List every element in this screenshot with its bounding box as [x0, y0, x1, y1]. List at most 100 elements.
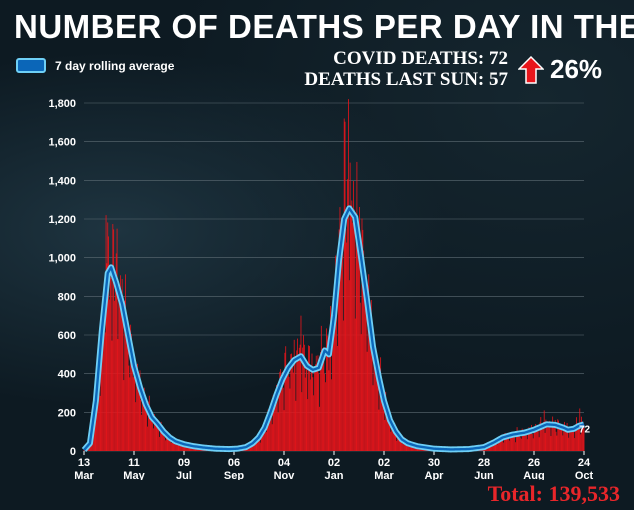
daily-deaths-bar [575, 417, 577, 451]
daily-deaths-bar [351, 200, 353, 451]
daily-deaths-bar [121, 278, 123, 451]
daily-deaths-bar [492, 442, 493, 451]
daily-deaths-bar [290, 354, 292, 451]
daily-deaths-bar [359, 206, 360, 451]
daily-deaths-bar [394, 423, 396, 451]
daily-deaths-bar [376, 363, 378, 451]
daily-deaths-bar [303, 335, 304, 451]
daily-deaths-bar [340, 252, 342, 451]
daily-deaths-bar [388, 415, 390, 451]
daily-deaths-bar [303, 344, 305, 451]
daily-deaths-bar [548, 420, 550, 451]
daily-deaths-bar [522, 430, 524, 451]
daily-deaths-bar [96, 388, 98, 451]
daily-deaths-bar [517, 433, 519, 451]
daily-deaths-bar [318, 373, 320, 451]
rolling-average-series [81, 205, 587, 453]
daily-deaths-bar [110, 277, 112, 451]
x-tick-month: Mar [74, 470, 94, 480]
daily-deaths-bar [356, 161, 358, 451]
daily-deaths-bar [142, 391, 143, 451]
daily-deaths-bar [520, 438, 522, 451]
daily-deaths-bar [83, 449, 85, 451]
daily-deaths-bar [173, 441, 175, 451]
daily-deaths-bar [377, 379, 379, 451]
y-tick-label: 1,800 [48, 98, 76, 110]
daily-deaths-bar [494, 440, 496, 451]
daily-deaths-bar [111, 340, 113, 451]
daily-deaths-bar [549, 424, 551, 451]
daily-deaths-bar [541, 427, 543, 451]
daily-deaths-bar [115, 253, 117, 451]
x-tick-month: Mar [374, 470, 394, 480]
daily-deaths-bar [114, 287, 116, 451]
daily-deaths-bar [320, 325, 322, 451]
daily-deaths-bar [550, 436, 552, 451]
daily-deaths-bar [129, 377, 131, 451]
daily-deaths-bar [157, 419, 159, 451]
daily-deaths-bar [267, 409, 269, 451]
daily-deaths-bar [280, 369, 282, 451]
daily-deaths-bar [314, 364, 316, 451]
daily-deaths-bar [103, 299, 104, 451]
daily-deaths-bar [117, 339, 119, 451]
daily-deaths-bar [281, 371, 283, 451]
x-tick-month: Sep [224, 470, 244, 480]
daily-deaths-bar [146, 410, 148, 451]
daily-deaths-bar [331, 316, 333, 451]
daily-deaths-bar [531, 424, 532, 451]
daily-deaths-bar [276, 399, 278, 451]
daily-deaths-bar [364, 299, 365, 451]
daily-deaths-bar [307, 399, 309, 451]
y-tick-label: 200 [58, 407, 76, 419]
daily-deaths-bar [103, 287, 105, 451]
daily-deaths-bar [329, 340, 331, 451]
end-value-label: 72 [579, 424, 591, 435]
daily-deaths-bar [354, 318, 356, 451]
daily-deaths-bar [559, 423, 560, 451]
daily-deaths-bar [143, 387, 145, 451]
daily-deaths-bar [153, 414, 155, 451]
daily-deaths-bar [514, 435, 515, 451]
daily-deaths-bar [181, 444, 183, 451]
daily-deaths-bar [554, 420, 556, 451]
daily-deaths-bar [533, 427, 535, 451]
x-tick-day: 09 [178, 457, 190, 469]
daily-deaths-bar [125, 274, 126, 451]
daily-deaths-bar [253, 444, 255, 451]
daily-deaths-bar [299, 344, 301, 451]
daily-deaths-bar [561, 427, 563, 451]
daily-deaths-bar [186, 445, 187, 451]
daily-deaths-bar [367, 285, 369, 451]
daily-deaths-bar [350, 205, 352, 451]
daily-deaths-bar [257, 439, 259, 451]
x-tick-month: Jan [325, 470, 344, 480]
daily-deaths-bar [403, 439, 404, 451]
daily-deaths-bar [99, 395, 101, 451]
daily-deaths-bar [112, 224, 114, 451]
daily-deaths-bar [254, 441, 256, 451]
daily-deaths-bar [322, 356, 324, 451]
daily-deaths-bar [274, 404, 276, 451]
daily-deaths-bar [365, 297, 367, 451]
daily-deaths-bar [120, 275, 121, 451]
daily-deaths-bar [521, 428, 523, 451]
daily-deaths-bar [401, 440, 403, 451]
daily-deaths-bar [344, 121, 346, 452]
daily-deaths-bar [296, 350, 298, 451]
daily-deaths-bar [384, 420, 386, 451]
daily-deaths-bar [144, 403, 146, 451]
daily-deaths-bar [525, 430, 526, 451]
daily-deaths-bar [370, 339, 371, 451]
daily-deaths-bar [382, 390, 384, 451]
y-axis: 0 200 400 600 800 1,000 1,200 1,400 1,600 1,800 [48, 98, 76, 458]
y-tick-label: 1,000 [48, 253, 76, 265]
daily-deaths-bar [97, 390, 98, 451]
daily-deaths-bar [573, 430, 575, 451]
daily-deaths-bar [120, 305, 122, 451]
daily-deaths-bar [297, 338, 298, 451]
daily-deaths-bar [330, 306, 332, 451]
daily-deaths-bar [519, 432, 521, 451]
daily-deaths-bar [383, 410, 385, 451]
daily-deaths-bar [516, 427, 518, 451]
